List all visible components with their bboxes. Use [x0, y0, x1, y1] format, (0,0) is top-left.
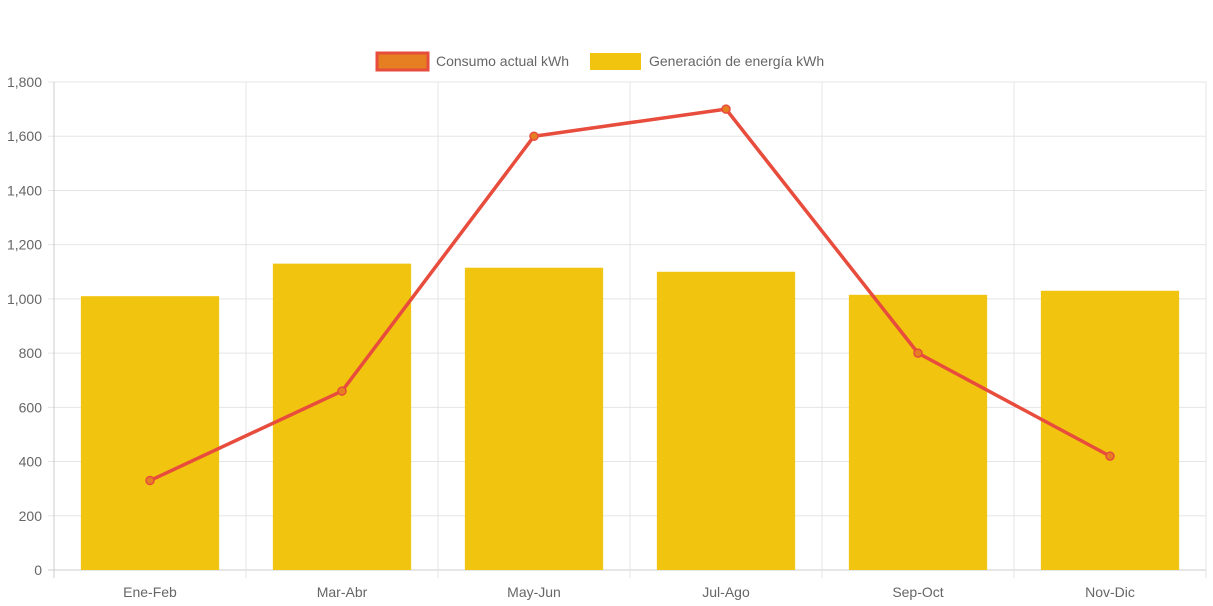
bar-generacion	[80, 296, 220, 570]
y-tick-label: 1,000	[7, 291, 42, 307]
y-tick-label: 200	[19, 508, 43, 524]
y-tick-label: 800	[19, 345, 43, 361]
x-tick-label: Sep-Oct	[892, 584, 943, 600]
point-consumo	[145, 475, 155, 486]
x-tick-label: Jul-Ago	[702, 584, 750, 600]
legend-item-generacion[interactable]: Generación de energía kWh	[590, 53, 824, 70]
bar-generacion	[656, 271, 796, 570]
x-tick-label: Mar-Abr	[317, 584, 368, 600]
point-consumo	[529, 131, 539, 141]
x-tick-label: May-Jun	[507, 584, 561, 600]
axis-layer: 0 200 400 600 800 1,000 1,200 1,400 1,600 1,800 En…	[7, 74, 1135, 600]
y-tick-label: 400	[19, 454, 43, 470]
y-tick-label: 1,400	[7, 182, 42, 198]
point-consumo	[337, 386, 347, 396]
y-tick-label: 1,800	[7, 74, 42, 90]
y-tick-label: 600	[19, 399, 43, 415]
x-tick-label: Ene-Feb	[123, 584, 177, 600]
point-consumo	[721, 104, 731, 114]
legend[interactable]: Consumo actual kWh Generación de energía…	[375, 51, 824, 72]
y-tick-label: 0	[34, 562, 42, 578]
bars-layer	[80, 263, 1180, 570]
legend-item-consumo[interactable]: Consumo actual kWh	[375, 51, 569, 72]
line-consumo	[148, 107, 1112, 483]
point-consumo	[913, 348, 923, 358]
legend-label-consumo: Consumo actual kWh	[436, 53, 569, 69]
y-tick-label: 1,600	[7, 128, 42, 144]
line-layer	[145, 104, 1115, 486]
point-consumo	[1105, 451, 1115, 461]
bar-generacion	[848, 294, 988, 570]
y-tick-label: 1,200	[7, 237, 42, 253]
x-tick-label: Nov-Dic	[1085, 584, 1135, 600]
grid-layer	[48, 81, 1207, 578]
legend-label-generacion: Generación de energía kWh	[649, 53, 824, 69]
legend-swatch-consumo	[375, 51, 430, 72]
legend-swatch-generacion	[590, 53, 641, 70]
bar-generacion	[464, 267, 604, 570]
bar-generacion	[272, 263, 412, 570]
